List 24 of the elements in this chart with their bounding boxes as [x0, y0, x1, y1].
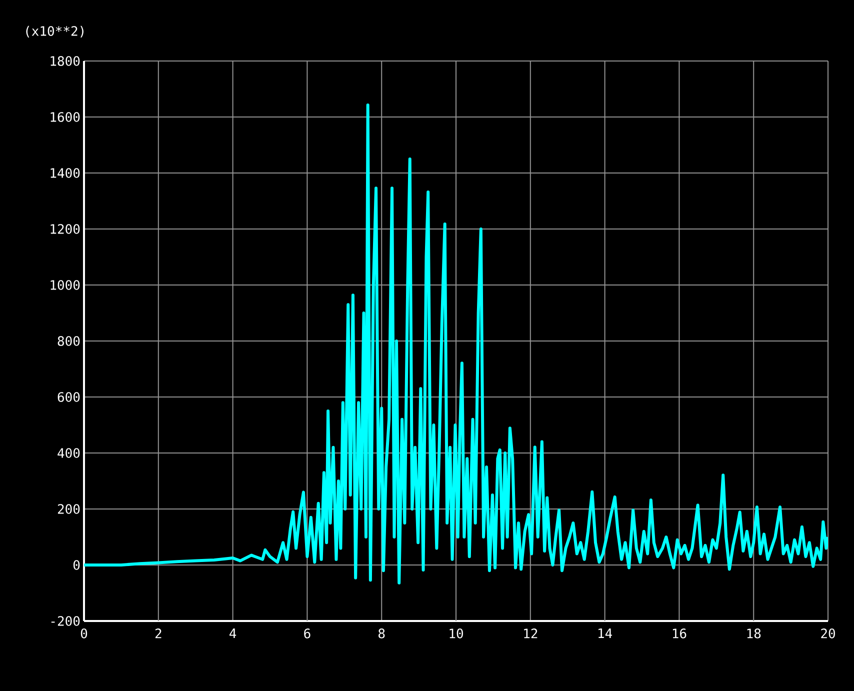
y-tick-label: 1000 — [50, 280, 80, 290]
y-tick-label: 0 — [73, 560, 80, 570]
y-tick-label: 800 — [58, 336, 80, 346]
y-tick-label: 1800 — [50, 56, 80, 66]
x-tick-label: 20 — [821, 628, 835, 638]
x-tick-label: 16 — [672, 628, 686, 638]
text: (x10**2) — [26, 26, 84, 38]
line-series — [84, 103, 828, 584]
x-tick-label: 18 — [747, 628, 761, 638]
x-tick-label: 10 — [450, 628, 463, 638]
x-tick-label: 6 — [304, 628, 310, 638]
y-tick-label: 1600 — [50, 112, 80, 122]
x-tick-label: 4 — [230, 628, 236, 638]
y-tick-label: 1400 — [50, 168, 80, 178]
x-tick-label: 2 — [155, 628, 162, 638]
y-tick-label: 600 — [58, 392, 80, 402]
x-tick-label: 14 — [598, 628, 612, 638]
y-tick-label: 1200 — [50, 224, 80, 234]
y-tick-label: 200 — [58, 504, 80, 514]
x-tick-label: 8 — [378, 628, 385, 638]
y-tick-label: 400 — [58, 448, 80, 458]
y-tick-label: -200 — [51, 616, 80, 626]
x-tick-label: 12 — [524, 628, 538, 638]
x-tick-label: 0 — [80, 628, 88, 638]
